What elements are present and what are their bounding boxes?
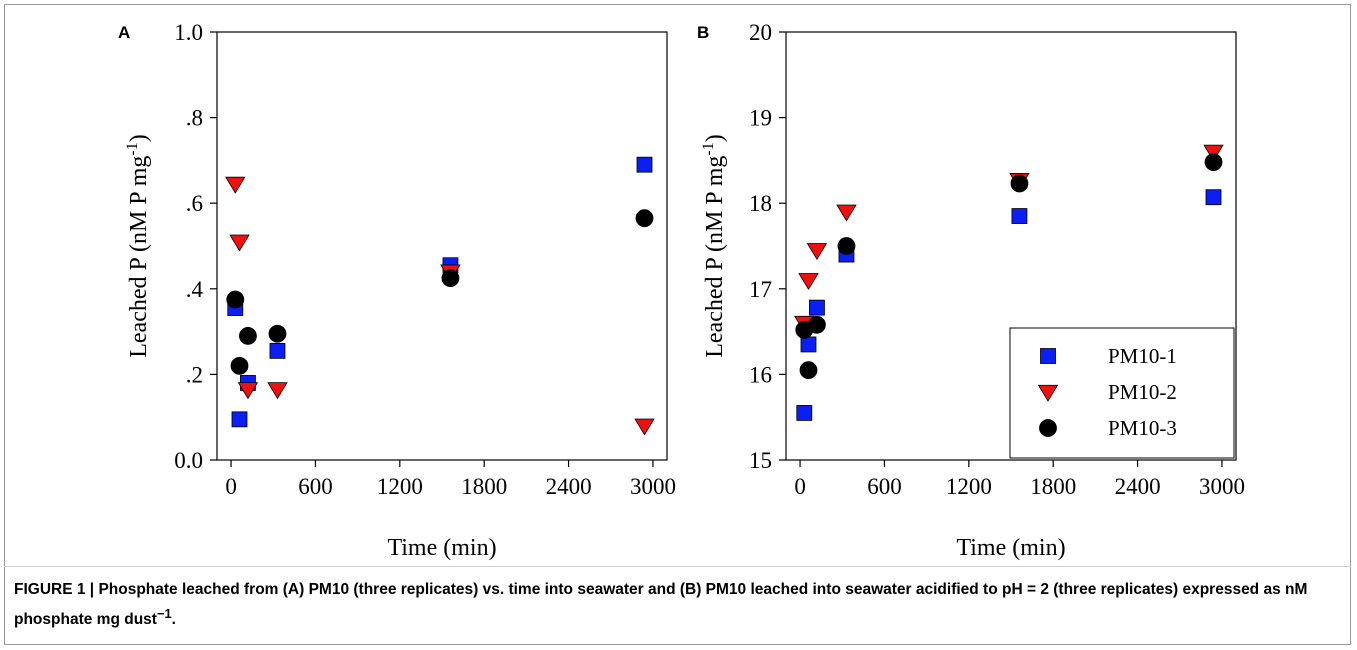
- panel-b-legend: PM10-1 PM10-2 PM10-3: [1009, 327, 1235, 459]
- legend-marker: [1040, 348, 1056, 364]
- panel-b-data-point: [1010, 174, 1029, 193]
- panel-a-data-point: [239, 326, 257, 345]
- figure-caption: FIGURE 1 | Phosphate leached from (A) PM…: [14, 578, 1339, 632]
- panel-a-y-tick-label: 0.0: [174, 448, 203, 473]
- panel-b-data-point: [1204, 153, 1223, 172]
- panel-a-data-point: [230, 356, 249, 375]
- panel-a-x-tick-label: 1200: [377, 474, 423, 499]
- legend-marker: [1039, 419, 1057, 437]
- panel-b-x-tick-label: 1800: [1030, 474, 1076, 499]
- panel-b-chart: 0 600 1200 1800 2400 3000 15 16 17 18 19 20 B Time (m…: [697, 20, 1245, 561]
- panel-a-data-point: [231, 411, 248, 428]
- panel-b-y-tick-label: 16: [749, 362, 772, 387]
- panel-b-series-pm10-2: [794, 144, 1224, 333]
- panel-b-y-tick-label: 19: [749, 106, 772, 131]
- panel-b-data-point: [796, 405, 813, 421]
- panel-a-series-pm10-3: [226, 209, 654, 375]
- panel-b-x-tick-label: 2400: [1115, 474, 1161, 499]
- panel-b-x-tick-label: 600: [867, 474, 902, 499]
- legend-entry-label: PM10-2: [1108, 380, 1177, 404]
- caption-label: FIGURE 1 |: [14, 581, 99, 598]
- panel-a-data-point: [226, 290, 245, 309]
- panel-a-data-point: [229, 234, 250, 252]
- panel-a-x-tick-label: 1800: [461, 474, 507, 499]
- panel-a-series-pm10-1: [227, 156, 653, 428]
- panel-a-y-tick-label: .6: [186, 191, 203, 216]
- panel-a-data-point: [225, 176, 246, 194]
- panel-b-data-point: [836, 204, 857, 222]
- caption-superscript: −1: [156, 606, 172, 621]
- figure-plots: 0 600 1200 1800 2400 3000 0.0 .2 .4 .6 .8 1.0 A Time …: [118, 20, 1245, 561]
- panel-a-y-tick-label: .4: [186, 277, 204, 302]
- panel-a-x-tick-label: 0: [225, 474, 237, 499]
- legend-entry-label: PM10-3: [1108, 416, 1177, 440]
- panel-b-y-tick-label: 20: [749, 20, 772, 45]
- panel-b-data-point: [798, 273, 819, 291]
- legend-entry-label: PM10-1: [1108, 344, 1177, 368]
- panel-b-y-tick-label: 18: [749, 191, 772, 216]
- panel-b-plot-frame: [785, 31, 1237, 461]
- caption-divider: [4, 566, 1351, 567]
- panel-b-x-axis-title: Time (min): [956, 535, 1065, 561]
- legend-marker: [1037, 384, 1059, 402]
- panel-b-data-point: [1203, 144, 1224, 162]
- panel-a-label: A: [118, 23, 130, 42]
- panel-a-data-point: [267, 382, 288, 400]
- panel-b-y-axis-title: Leached P (nM P mg-1): [700, 134, 728, 358]
- panel-a-data-point: [268, 324, 287, 343]
- figure-frame: [4, 4, 1351, 645]
- caption-end: .: [171, 611, 176, 629]
- caption-text: Phosphate leached from (A) PM10 (three r…: [14, 581, 1308, 629]
- panel-b-x-tick-label: 3000: [1199, 474, 1245, 499]
- panel-b-data-point: [808, 315, 826, 334]
- panel-b-y-tick-label: 17: [749, 277, 772, 302]
- panel-a-chart: 0 600 1200 1800 2400 3000 0.0 .2 .4 .6 .8 1.0 A Time …: [118, 20, 676, 561]
- panel-b-data-point: [1205, 189, 1222, 206]
- panel-a-y-tick-label: 1.0: [174, 20, 203, 45]
- panel-b-data-point: [806, 243, 828, 261]
- panel-a-x-tick-label: 600: [298, 474, 333, 499]
- panel-b-label: B: [697, 23, 709, 42]
- panel-b-data-point: [837, 237, 856, 255]
- panel-b-x-tick-label: 0: [794, 474, 806, 499]
- panel-b-data-point: [799, 361, 818, 380]
- panel-a-data-point: [237, 382, 259, 400]
- panel-a-data-point: [634, 418, 655, 436]
- panel-b-x-tick-label: 1200: [946, 474, 992, 499]
- panel-a-data-point: [269, 342, 286, 359]
- panel-b-y-tick-label: 15: [749, 448, 772, 473]
- panel-a-data-point: [636, 156, 653, 173]
- panel-b-data-point: [800, 336, 817, 353]
- panel-a-data-point: [441, 269, 460, 288]
- panel-a-plot-frame: [216, 31, 668, 461]
- panel-a-x-tick-label: 2400: [546, 474, 592, 499]
- panel-a-x-axis-title: Time (min): [387, 535, 496, 561]
- panel-a-series-pm10-2: [225, 176, 655, 436]
- panel-a-y-tick-label: .8: [186, 106, 203, 131]
- panel-a-x-tick-label: 3000: [630, 474, 676, 499]
- panel-a-y-axis-title: Leached P (nM P mg-1): [124, 134, 152, 358]
- panel-b-data-point: [809, 299, 825, 316]
- panel-a-y-tick-label: .2: [186, 362, 203, 387]
- panel-b-data-point: [1011, 208, 1028, 224]
- panel-a-data-point: [635, 209, 654, 228]
- panel-b-series-pm10-3: [795, 153, 1223, 380]
